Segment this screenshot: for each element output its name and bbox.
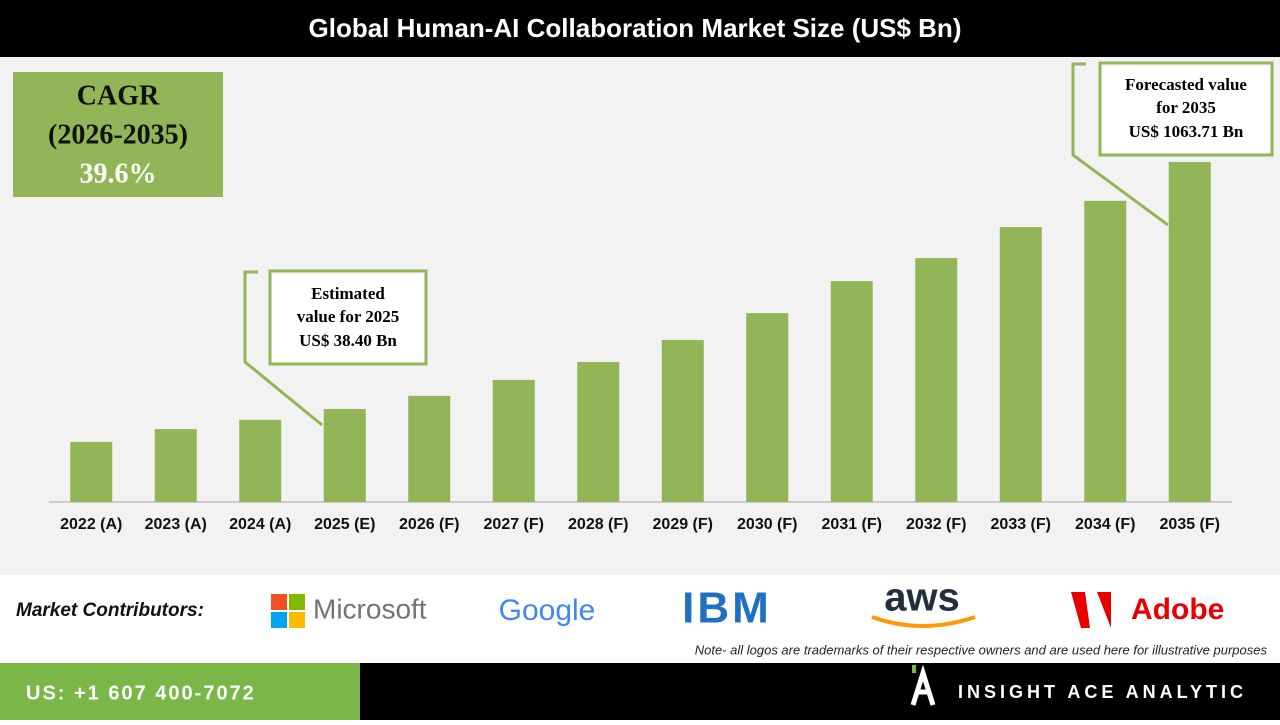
x-tick-label: 2026 (F) — [399, 516, 459, 533]
logo-square — [289, 594, 305, 610]
bar — [154, 429, 197, 502]
bar — [577, 361, 620, 502]
callout-connector — [243, 270, 323, 427]
footer-phone-bg — [0, 663, 360, 720]
title-bar — [0, 0, 1280, 57]
logo-aws: aws — [884, 576, 960, 620]
x-tick-label: 2034 (F) — [1075, 516, 1135, 533]
cagr-value: 39.6% — [80, 158, 157, 189]
logo-adobe: Adobe — [1131, 593, 1224, 626]
logo-ibm: IBM — [682, 584, 772, 633]
logo-square — [289, 612, 305, 628]
x-tick-label: 2032 (F) — [906, 516, 966, 533]
bar — [746, 313, 789, 502]
cagr-label: CAGR — [77, 80, 160, 111]
footer-brand-bg — [360, 663, 1280, 720]
bar — [70, 441, 113, 502]
footer-brand: INSIGHT ACE ANALYTIC — [958, 682, 1247, 702]
x-tick-label: 2024 (A) — [229, 516, 291, 533]
adobe-mark — [1071, 592, 1111, 628]
bar — [492, 379, 535, 502]
bar — [239, 419, 282, 502]
x-tick-label: 2031 (F) — [822, 516, 882, 533]
logo-square — [271, 594, 287, 610]
logo-google: Google — [499, 594, 596, 627]
callout-text: US$ 1063.71 Bn — [1129, 122, 1244, 141]
bar — [1084, 200, 1127, 502]
x-tick-label: 2035 (F) — [1160, 516, 1220, 533]
cagr-period: (2026-2035) — [48, 119, 188, 150]
callout-text: Estimated — [311, 284, 385, 303]
callout-connector — [1071, 62, 1169, 227]
logo-microsoft: Microsoft — [313, 593, 427, 624]
x-tick-label: 2030 (F) — [737, 516, 797, 533]
footer-phone: US: +1 607 400-7072 — [26, 682, 256, 704]
bar — [999, 227, 1042, 502]
brand-icon — [910, 664, 936, 706]
brand-icon — [912, 665, 916, 673]
x-tick-label: 2033 (F) — [991, 516, 1051, 533]
callout-text: US$ 38.40 Bn — [299, 331, 397, 350]
callout-text: Forecasted value — [1125, 75, 1247, 94]
bar — [661, 339, 704, 502]
bar — [830, 281, 873, 502]
aws-smile — [871, 615, 976, 628]
x-tick-label: 2029 (F) — [653, 516, 713, 533]
bar — [1168, 161, 1211, 502]
logo-square — [271, 612, 287, 628]
callout-text: value for 2025 — [297, 307, 400, 326]
cagr-box — [13, 72, 223, 197]
chart-title: Global Human-AI Collaboration Market Siz… — [309, 13, 962, 43]
bar — [408, 395, 451, 502]
x-tick-label: 2028 (F) — [568, 516, 628, 533]
x-tick-label: 2025 (E) — [314, 516, 375, 533]
contributors-label: Market Contributors: — [16, 600, 204, 621]
x-tick-label: 2027 (F) — [484, 516, 544, 533]
callout-box — [1098, 61, 1274, 157]
bar — [915, 258, 958, 502]
callout-text: for 2035 — [1156, 98, 1216, 117]
callout-box — [268, 269, 428, 366]
x-tick-label: 2023 (A) — [145, 516, 207, 533]
note: Note- all logos are trademarks of their … — [695, 642, 1268, 657]
bar — [323, 408, 366, 502]
x-tick-label: 2022 (A) — [60, 516, 122, 533]
